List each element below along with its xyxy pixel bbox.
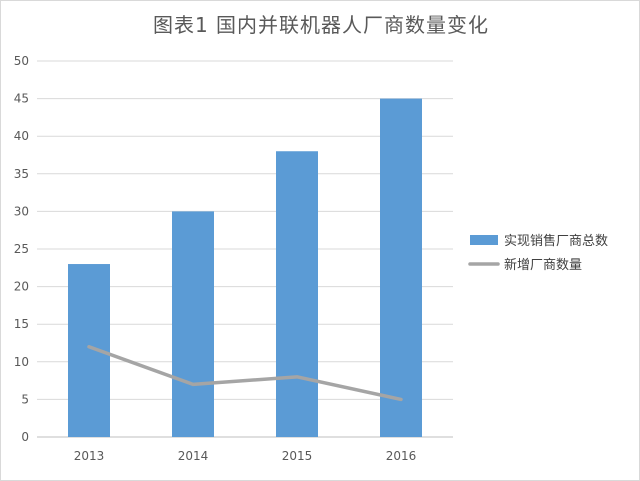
chart-title: 图表1 国内并联机器人厂商数量变化 (152, 13, 490, 37)
y-axis: 0 5 10 15 20 25 30 35 40 45 50 (14, 54, 29, 444)
legend-label: 实现销售厂商总数 (504, 233, 608, 249)
y-tick-label: 25 (14, 242, 29, 256)
y-tick-label: 0 (21, 430, 29, 444)
line-point (399, 397, 403, 401)
y-tick-label: 5 (21, 392, 29, 406)
x-tick-label: 2013 (74, 449, 105, 463)
y-tick-label: 45 (14, 92, 29, 106)
y-tick-label: 50 (14, 54, 29, 68)
y-tick-label: 15 (14, 317, 29, 331)
line-point (87, 345, 91, 349)
x-tick-label: 2014 (178, 449, 209, 463)
y-tick-label: 35 (14, 167, 29, 181)
x-axis: 2013 2014 2015 2016 (74, 449, 417, 463)
y-tick-label: 10 (14, 355, 29, 369)
x-tick-label: 2015 (282, 449, 313, 463)
bar-series (68, 98, 422, 438)
line-series (87, 345, 403, 402)
legend-swatch-bar (470, 235, 498, 245)
y-tick-label: 30 (14, 204, 29, 218)
bar (380, 98, 422, 437)
bar (172, 211, 214, 437)
series-line (87, 345, 403, 402)
line-point (295, 375, 299, 379)
legend-label: 新增厂商数量 (504, 257, 582, 273)
line-point (191, 382, 195, 386)
bar (276, 151, 318, 438)
y-tick-label: 40 (14, 129, 29, 143)
x-tick-label: 2016 (386, 449, 417, 463)
y-tick-label: 20 (14, 280, 29, 294)
